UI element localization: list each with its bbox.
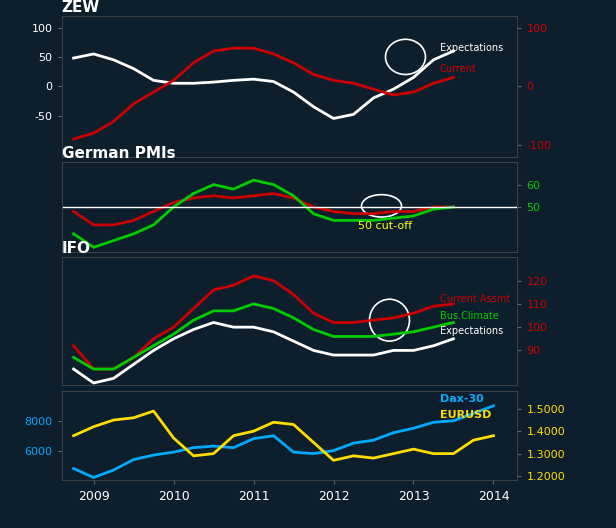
Text: 50 cut-off: 50 cut-off [358, 221, 412, 231]
Text: Dax-30: Dax-30 [440, 394, 484, 404]
Text: Expectations: Expectations [440, 43, 503, 53]
Text: IFO: IFO [62, 241, 91, 256]
Text: Current Assmt: Current Assmt [440, 294, 510, 304]
Text: Bus.Climate: Bus.Climate [440, 311, 499, 321]
Text: Current: Current [440, 64, 477, 74]
Text: German PMIs: German PMIs [62, 146, 175, 161]
Text: EURUSD: EURUSD [440, 410, 492, 420]
Text: Expectations: Expectations [440, 326, 503, 336]
Text: ZEW: ZEW [62, 0, 100, 15]
